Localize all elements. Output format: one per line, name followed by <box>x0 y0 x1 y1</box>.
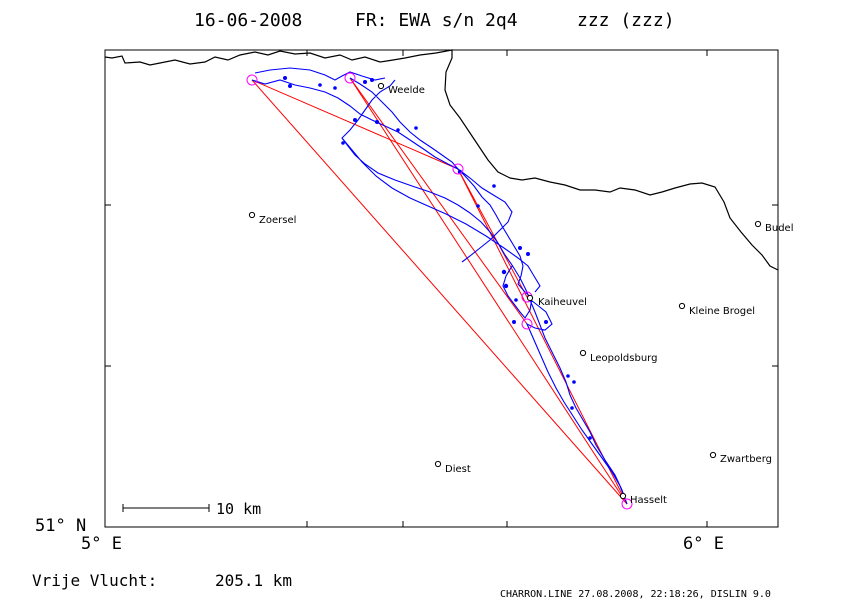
town-markers <box>248 82 762 500</box>
town-dot <box>434 460 442 468</box>
town-dot <box>754 220 762 228</box>
axis-ticks <box>105 50 778 527</box>
turnpoint-marker <box>621 498 633 510</box>
lon-right-label: 6° E <box>683 534 724 554</box>
town-label-kaiheuvel: Kaiheuvel <box>538 297 587 308</box>
title-date: 16-06-2008 <box>194 10 302 31</box>
town-dot <box>579 349 587 357</box>
town-dot <box>526 294 534 302</box>
town-dot <box>248 211 256 219</box>
scale-bar: 10 km <box>122 500 261 518</box>
national-border <box>104 49 779 271</box>
distance-label: Vrije Vlucht: <box>32 571 157 590</box>
turnpoints <box>246 72 633 510</box>
flight-track <box>251 67 628 505</box>
map-frame <box>104 49 779 528</box>
credit-line: CHARRON.LINE 27.08.2008, 22:18:26, DISLI… <box>500 589 771 600</box>
town-label-weelde: Weelde <box>388 85 425 96</box>
town-dot <box>377 82 385 90</box>
town-label-zwartberg: Zwartberg <box>720 454 772 465</box>
task-lines <box>251 77 628 505</box>
turnpoint-marker <box>344 72 356 84</box>
town-label-diest: Diest <box>445 464 471 475</box>
town-label-leopoldsburg: Leopoldsburg <box>590 353 657 364</box>
title-flight: FR: EWA s/n 2q4 <box>355 10 518 31</box>
scale-bar-label: 10 km <box>216 500 261 518</box>
track-markers <box>283 76 592 440</box>
town-label-budel: Budel <box>765 223 793 234</box>
turnpoint-marker <box>521 318 533 330</box>
town-label-hasselt: Hasselt <box>630 495 667 506</box>
turnpoint-marker <box>452 163 464 175</box>
lon-left-label: 5° E <box>81 534 122 554</box>
town-dot <box>619 492 627 500</box>
turnpoint-marker <box>246 74 258 86</box>
lat-label: 51° N <box>35 516 86 536</box>
town-dot <box>678 302 686 310</box>
town-dot <box>709 451 717 459</box>
town-label-zoersel: Zoersel <box>259 215 296 226</box>
distance-value: 205.1 km <box>215 571 292 590</box>
town-label-kleine-brogel: Kleine Brogel <box>689 306 755 317</box>
title-pilot: zzz (zzz) <box>577 10 675 31</box>
